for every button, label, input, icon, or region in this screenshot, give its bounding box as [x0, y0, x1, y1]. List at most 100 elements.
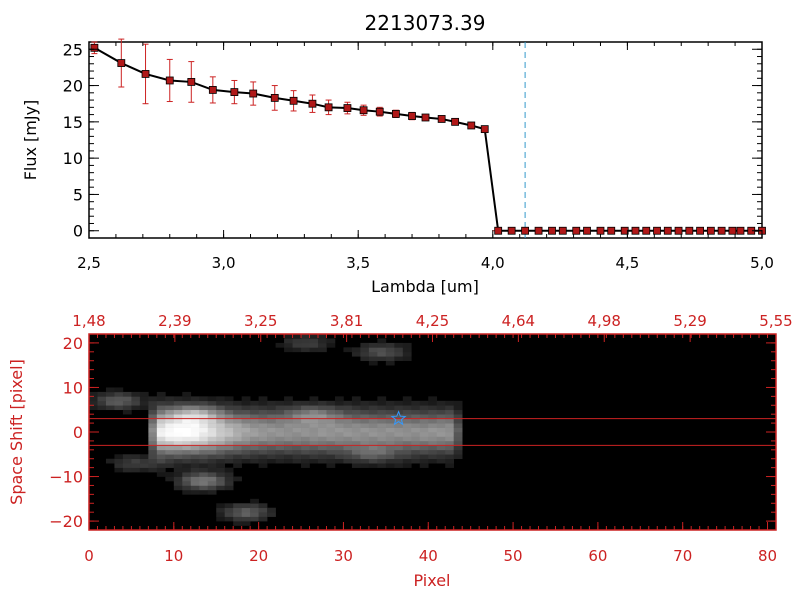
heatmap-cell [368, 454, 378, 460]
heatmap-cell [309, 405, 319, 411]
heatmap-cell [190, 414, 200, 419]
top-tick-label: 3,81 [330, 312, 363, 330]
heatmap-cell [360, 427, 370, 433]
heatmap-cell [394, 400, 404, 406]
x-tick-label: 30 [334, 547, 353, 565]
heatmap-cell [343, 414, 353, 419]
heatmap-cell [224, 396, 234, 402]
heatmap-cell [148, 409, 158, 415]
heatmap-cell [190, 489, 200, 495]
heatmap-cell [368, 463, 378, 468]
heatmap-cell [173, 440, 183, 446]
heatmap-cell [360, 409, 370, 415]
heatmap-cell [216, 467, 226, 473]
heatmap-cell [182, 476, 192, 482]
heatmap-cell [275, 440, 285, 446]
heatmap-cell [318, 405, 327, 411]
heatmap-cell [411, 423, 421, 428]
heatmap-cell [207, 436, 217, 442]
heatmap-cell [122, 458, 132, 464]
heatmap-cell [182, 445, 192, 451]
heatmap-cell [309, 400, 319, 406]
heatmap-cell [114, 463, 124, 468]
heatmap-cell [445, 414, 455, 419]
heatmap-cell [207, 445, 217, 451]
heatmap-cell [165, 476, 175, 482]
data-point [437, 115, 446, 123]
heatmap-cell [326, 342, 336, 348]
heatmap-cell [258, 414, 268, 419]
heatmap-cell [165, 400, 175, 406]
heatmap-cell [224, 423, 234, 428]
heatmap-cell [385, 409, 395, 415]
heatmap-cell [377, 405, 387, 411]
heatmap-cell [224, 516, 234, 522]
heatmap-cell [241, 423, 251, 428]
heatmap-cell [351, 418, 361, 424]
heatmap-cell [199, 458, 209, 464]
heatmap-cell [207, 458, 217, 464]
x-tick-label: 60 [588, 547, 607, 565]
overlay [89, 410, 776, 446]
heatmap-cell [224, 472, 234, 477]
heatmap-cell [385, 423, 395, 428]
data-point [620, 226, 629, 235]
data-point [141, 70, 150, 78]
heatmap-cell [224, 418, 234, 424]
heatmap-cell [241, 507, 251, 513]
heatmap-cell [131, 396, 141, 402]
heatmap-cell [360, 454, 370, 460]
heatmap-cell [292, 432, 302, 437]
heatmap-cell [419, 432, 429, 437]
heatmap-cell [199, 427, 209, 433]
heatmap-cell [190, 418, 200, 424]
heatmap-cell [334, 436, 344, 442]
heatmap-cell [233, 458, 242, 464]
heatmap-cell [173, 467, 183, 473]
heatmap-cell [233, 423, 242, 428]
heatmap-cell [301, 440, 310, 446]
heatmap-cell [241, 521, 251, 526]
heatmap-cell [309, 334, 319, 339]
heatmap-cell [182, 436, 192, 442]
heatmap-cell [394, 445, 404, 451]
heatmap-cell [326, 445, 336, 451]
star-marker [390, 410, 407, 426]
heatmap-cell [233, 432, 242, 437]
heatmap-cell [402, 418, 412, 424]
heatmap-cell [250, 512, 259, 517]
heatmap-cell [258, 432, 268, 437]
heatmap-cell [224, 400, 234, 406]
heatmap-cell [402, 445, 412, 451]
heatmap-cell [182, 463, 192, 468]
heatmap-cell [301, 405, 310, 411]
heatmap-cell [377, 463, 387, 468]
heatmap-cell [156, 414, 166, 419]
heatmap-cell [343, 445, 353, 451]
heatmap-cell [216, 472, 226, 477]
heatmap-cell [385, 351, 395, 357]
heatmap-cell [275, 427, 285, 433]
heatmap-cell [224, 458, 234, 464]
heatmap-cell [241, 427, 251, 433]
heatmap-cell [122, 400, 132, 406]
heatmap-cell [334, 400, 344, 406]
heatmap-cell [148, 445, 158, 451]
heatmap-cell [275, 423, 285, 428]
data-point [289, 96, 298, 105]
heatmap-cell [131, 463, 141, 468]
heatmap-cell [419, 414, 429, 419]
heatmap-cell [207, 400, 217, 406]
heatmap-cell [377, 347, 387, 353]
heatmap-cell [377, 400, 387, 406]
heatmap-cell [445, 427, 455, 433]
heatmap-cell [394, 432, 404, 437]
heatmap-cell [190, 485, 200, 491]
heatmap-cell [368, 423, 378, 428]
heatmap-cell [97, 391, 107, 397]
heatmap-cell [207, 472, 217, 477]
heatmap-cell [199, 414, 209, 419]
heatmap-cell [156, 436, 166, 442]
heatmap-cell [394, 418, 404, 424]
heatmap-cell [309, 347, 319, 353]
